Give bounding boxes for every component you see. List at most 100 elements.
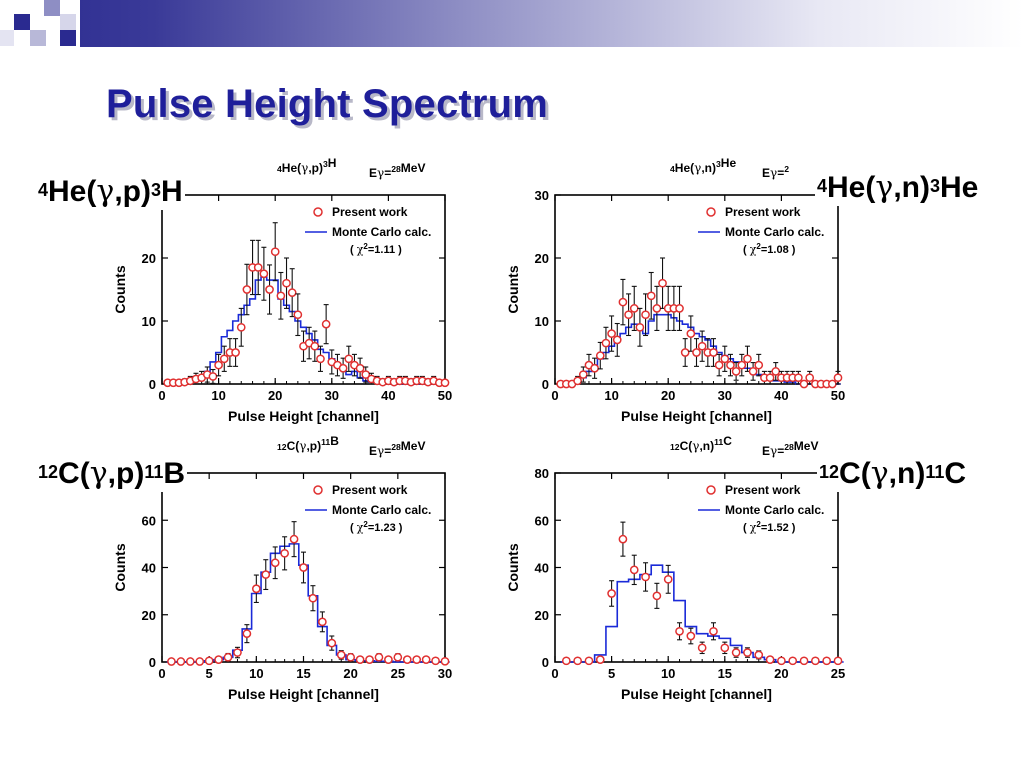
- x-tick-label: 25: [831, 666, 845, 681]
- data-point: [799, 379, 809, 389]
- data-point: [412, 655, 422, 664]
- data-point: [573, 376, 582, 386]
- data-point: [361, 370, 371, 379]
- data-point: [641, 572, 650, 582]
- data-point: [421, 655, 431, 664]
- data-point: [219, 354, 229, 364]
- x-tick-label: 25: [391, 666, 405, 681]
- chart-header-reaction: 4He(γ,n)3He: [670, 156, 736, 175]
- data-point: [675, 304, 684, 313]
- residual-symbol: He: [940, 171, 979, 204]
- monte-carlo-histogram: [166, 543, 450, 663]
- ejectile-symbol: p: [115, 457, 135, 490]
- data-point: [754, 360, 764, 370]
- data-point: [242, 629, 252, 638]
- y-tick-label: 10: [535, 314, 549, 329]
- data-point: [833, 373, 843, 383]
- data-point: [743, 648, 752, 657]
- data-point: [726, 360, 735, 370]
- x-tick-label: 50: [438, 388, 452, 403]
- data-point: [431, 656, 440, 666]
- data-point: [731, 648, 741, 657]
- target-mass: 12: [819, 462, 840, 482]
- target-symbol: C: [58, 457, 80, 490]
- data-point: [214, 655, 223, 664]
- data-point: [822, 656, 832, 666]
- y-tick-label: 20: [535, 251, 549, 266]
- data-point: [675, 626, 684, 636]
- data-point: [827, 379, 837, 389]
- target-mass: 4: [38, 180, 49, 200]
- data-point: [680, 348, 690, 357]
- plot-frame: [554, 194, 839, 385]
- data-point: [214, 360, 223, 370]
- reaction-label-12c-gamma-p: 12C(γ,p)11B: [36, 456, 188, 492]
- data-point: [720, 643, 730, 653]
- target-mass: 12: [38, 462, 59, 482]
- projectile-symbol: γ: [870, 456, 889, 491]
- x-axis-label: Pulse Height [channel]: [228, 686, 379, 702]
- chart-header-reaction: 12C(γ,n)11C: [670, 434, 732, 453]
- target-symbol: He: [48, 175, 87, 208]
- data-point: [365, 655, 374, 664]
- data-point: [261, 570, 271, 579]
- data-point: [794, 373, 803, 383]
- data-point: [658, 278, 667, 288]
- data-point: [282, 278, 291, 288]
- data-point: [316, 354, 325, 364]
- data-point: [624, 310, 633, 320]
- data-point: [590, 363, 599, 373]
- data-point: [440, 378, 450, 388]
- data-point: [754, 650, 764, 660]
- data-point: [440, 656, 450, 666]
- data-point: [223, 652, 233, 662]
- data-point: [686, 631, 696, 641]
- data-point: [607, 329, 616, 338]
- legend-point-marker: [706, 207, 716, 217]
- y-tick-label: 60: [142, 513, 156, 528]
- y-axis-label: Counts: [112, 543, 128, 591]
- y-tick-label: 10: [142, 314, 156, 329]
- data-point: [765, 373, 775, 383]
- legend-point-marker: [313, 207, 323, 217]
- ejectile-symbol: n: [901, 171, 920, 204]
- data-point: [737, 360, 747, 370]
- x-tick-label: 20: [774, 666, 788, 681]
- data-point: [321, 319, 331, 329]
- data-point: [233, 648, 242, 657]
- data-point: [270, 247, 280, 257]
- data-point: [276, 291, 286, 301]
- data-point: [280, 548, 289, 558]
- data-point: [811, 656, 820, 666]
- data-point: [618, 297, 628, 307]
- legend-point-marker: [706, 485, 716, 495]
- x-axis-label: Pulse Height [channel]: [621, 686, 772, 702]
- data-point: [289, 534, 299, 544]
- chart-12c-gamma-p: 12C(γ,p)11B Eγ=28MeV 0 5 10 15 20 25 30 20 40 60 0 Pu…: [112, 434, 452, 702]
- chart-header-energy: Eγ=28MeV: [762, 439, 818, 458]
- chart-header-energy: Eγ=28MeV: [369, 161, 425, 180]
- reaction-label-4he-gamma-n: 4He(γ,n)3He: [815, 170, 981, 206]
- x-tick-label: 30: [438, 666, 452, 681]
- data-point: [584, 656, 594, 666]
- legend-points-label: Present work: [725, 483, 801, 497]
- data-point: [697, 643, 707, 653]
- x-tick-label: 30: [325, 388, 339, 403]
- data-point: [310, 341, 320, 351]
- y-tick-label: 60: [535, 513, 549, 528]
- data-point: [355, 363, 365, 373]
- data-point: [344, 354, 354, 364]
- data-point: [663, 574, 673, 584]
- data-point: [236, 322, 246, 332]
- legend-points-label: Present work: [332, 483, 408, 497]
- reaction-label-12c-gamma-n: 12C(γ,n)11C: [817, 456, 969, 492]
- y-tick-label: 40: [142, 561, 156, 576]
- data-point: [777, 656, 786, 666]
- data-point: [607, 589, 616, 598]
- residual-mass: 3: [929, 176, 940, 196]
- monte-carlo-histogram: [560, 564, 844, 663]
- data-point: [251, 584, 261, 594]
- data-point: [308, 593, 318, 603]
- y-axis-label: Counts: [112, 265, 128, 313]
- x-tick-label: 40: [774, 388, 788, 403]
